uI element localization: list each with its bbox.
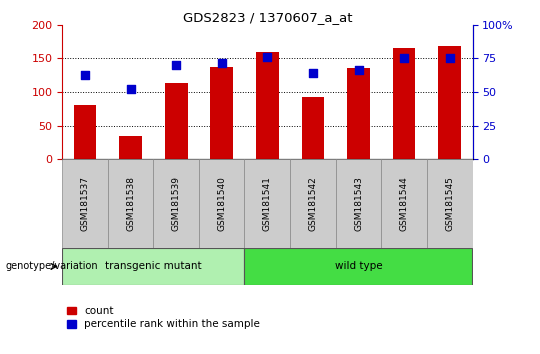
Bar bbox=[165, 83, 187, 159]
Text: GSM181540: GSM181540 bbox=[217, 176, 226, 231]
Text: GSM181538: GSM181538 bbox=[126, 176, 135, 231]
Bar bbox=[245, 248, 472, 285]
Text: GSM181537: GSM181537 bbox=[80, 176, 90, 231]
Bar bbox=[438, 46, 461, 159]
Bar bbox=[301, 97, 325, 159]
Point bbox=[400, 56, 408, 61]
Bar bbox=[381, 159, 427, 248]
Bar bbox=[107, 159, 153, 248]
Text: GSM181542: GSM181542 bbox=[308, 176, 318, 231]
Bar bbox=[62, 159, 107, 248]
Point bbox=[126, 86, 135, 91]
Bar bbox=[62, 248, 245, 285]
Bar bbox=[245, 159, 290, 248]
Text: GSM181539: GSM181539 bbox=[172, 176, 180, 231]
Bar bbox=[336, 159, 381, 248]
Bar bbox=[427, 159, 472, 248]
Bar bbox=[393, 48, 415, 159]
Bar bbox=[347, 68, 370, 159]
Point bbox=[218, 60, 226, 66]
Point bbox=[263, 54, 272, 60]
Bar bbox=[73, 105, 96, 159]
Bar bbox=[119, 136, 142, 159]
Bar bbox=[290, 159, 336, 248]
Text: wild type: wild type bbox=[335, 261, 382, 272]
Text: GSM181543: GSM181543 bbox=[354, 176, 363, 231]
Text: GSM181541: GSM181541 bbox=[263, 176, 272, 231]
Point bbox=[172, 62, 180, 68]
Text: GSM181545: GSM181545 bbox=[445, 176, 454, 231]
Legend: count, percentile rank within the sample: count, percentile rank within the sample bbox=[68, 306, 260, 329]
Title: GDS2823 / 1370607_a_at: GDS2823 / 1370607_a_at bbox=[183, 11, 352, 24]
Point bbox=[308, 70, 317, 76]
Point bbox=[80, 72, 89, 78]
Text: GSM181544: GSM181544 bbox=[400, 176, 409, 231]
Text: transgenic mutant: transgenic mutant bbox=[105, 261, 201, 272]
Bar bbox=[153, 159, 199, 248]
Point bbox=[446, 56, 454, 61]
Bar bbox=[199, 159, 245, 248]
Bar bbox=[256, 52, 279, 159]
Text: genotype/variation: genotype/variation bbox=[5, 261, 98, 272]
Bar bbox=[210, 67, 233, 159]
Point bbox=[354, 67, 363, 73]
